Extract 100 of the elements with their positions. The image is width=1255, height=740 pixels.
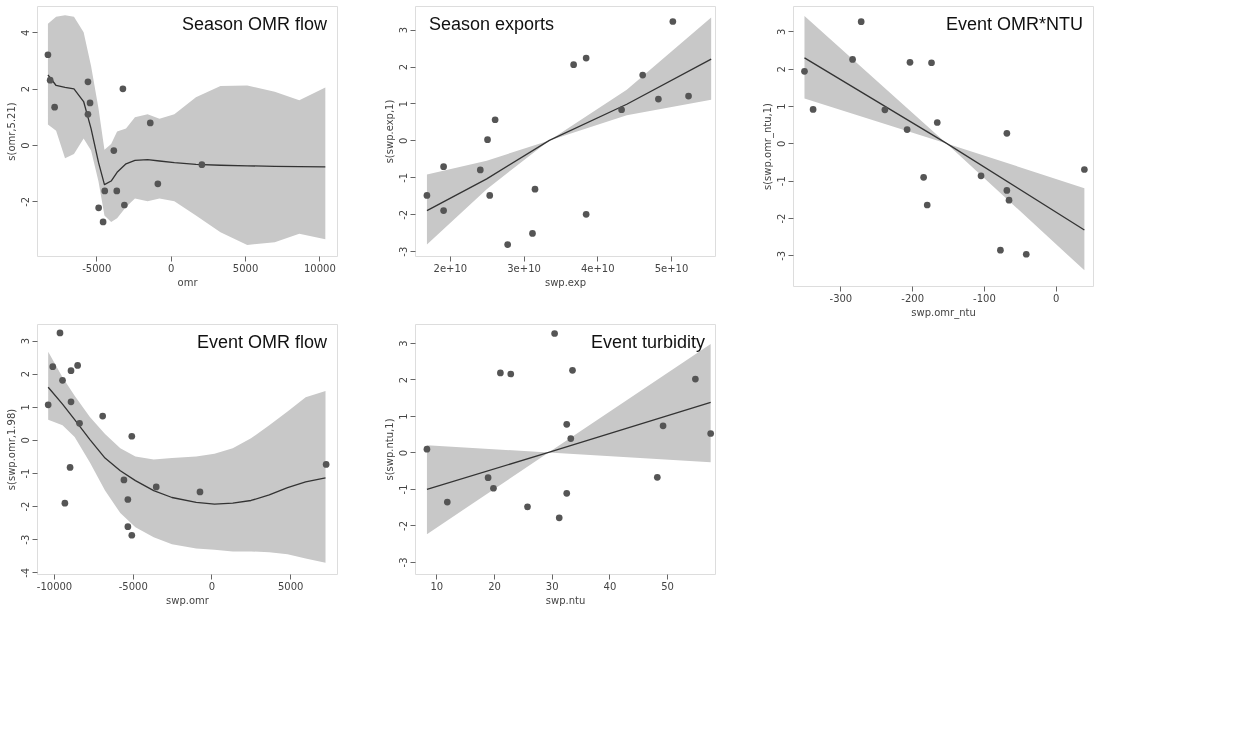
point <box>881 106 889 114</box>
point <box>809 106 817 113</box>
point <box>476 166 484 174</box>
y-tick-label: 0 <box>19 437 31 444</box>
point <box>128 432 136 440</box>
point <box>113 187 121 195</box>
x-tick-label: 2e+10 <box>433 262 468 274</box>
point <box>440 207 447 214</box>
point <box>1003 187 1011 194</box>
chart-title: Season exports <box>429 14 555 34</box>
point <box>567 435 575 442</box>
point <box>655 95 662 103</box>
y-tick-label: 0 <box>397 449 409 457</box>
point <box>84 110 92 118</box>
point <box>61 499 69 507</box>
point <box>1022 250 1030 258</box>
point <box>653 473 661 481</box>
x-axis-title: swp.omr <box>166 594 210 606</box>
chart-title: Event turbidity <box>590 332 705 352</box>
point <box>618 106 625 114</box>
y-tick-label: -2 <box>397 209 409 220</box>
x-tick-label: 5000 <box>278 580 304 592</box>
point <box>486 192 494 199</box>
y-tick-label: -1 <box>775 176 787 187</box>
point <box>551 330 558 337</box>
y-tick-label: 1 <box>775 103 787 110</box>
point <box>531 185 539 193</box>
point <box>124 523 132 530</box>
point <box>51 103 58 111</box>
x-tick-label: -100 <box>973 292 996 304</box>
chart-title: Event OMR*NTU <box>945 14 1083 34</box>
x-tick-label: -5000 <box>82 262 112 274</box>
point <box>66 464 74 471</box>
y-tick-label: -3 <box>397 246 409 257</box>
point <box>659 422 667 430</box>
x-tick-label: 0 <box>167 262 175 274</box>
x-tick-label: 10 <box>430 580 444 592</box>
point <box>196 488 204 496</box>
y-tick-label: -1 <box>19 468 31 479</box>
y-tick-label: 1 <box>397 413 409 420</box>
x-tick-label: -300 <box>829 292 853 304</box>
y-tick-label: 1 <box>397 100 409 108</box>
point <box>76 419 83 427</box>
point <box>639 71 647 79</box>
point <box>563 490 571 497</box>
point <box>99 218 107 226</box>
point <box>563 421 571 428</box>
point <box>121 201 128 209</box>
point <box>582 210 590 218</box>
point <box>322 461 330 468</box>
y-tick-label: -3 <box>397 557 409 568</box>
y-tick-label: 2 <box>19 85 31 93</box>
point <box>484 474 492 481</box>
point <box>1003 129 1011 137</box>
point <box>582 54 590 62</box>
x-tick-label: 5000 <box>232 262 259 274</box>
point <box>555 514 563 522</box>
y-axis-title: s(swp.exp,1) <box>383 99 395 164</box>
x-axis-title: omr <box>177 276 199 288</box>
point <box>524 503 531 511</box>
x-tick-label: 0 <box>208 580 216 592</box>
point <box>504 241 512 248</box>
point <box>497 369 504 377</box>
point <box>857 18 865 26</box>
point <box>977 172 985 180</box>
y-axis-title: s(swp.ntu,1) <box>383 418 395 481</box>
y-tick-label: 2 <box>397 376 409 384</box>
y-tick-label: -1 <box>397 172 409 183</box>
line-series <box>47 386 327 505</box>
point <box>928 59 935 67</box>
point <box>86 99 94 107</box>
point <box>1005 196 1013 204</box>
point <box>669 18 677 25</box>
y-tick-label: 3 <box>19 337 31 345</box>
x-tick-label: 20 <box>488 580 501 592</box>
point <box>920 174 927 181</box>
point <box>67 398 75 406</box>
point <box>707 430 715 437</box>
point <box>440 163 447 170</box>
point <box>906 59 914 66</box>
y-tick-label: 3 <box>397 26 409 34</box>
x-axis-title: swp.exp <box>544 276 587 288</box>
x-tick-label: 0 <box>1052 292 1060 304</box>
x-axis-title: swp.ntu <box>545 594 586 606</box>
y-tick-label: -4 <box>19 567 31 578</box>
point <box>997 246 1004 254</box>
y-tick-label: -3 <box>19 534 31 545</box>
point <box>154 180 162 188</box>
y-tick-label: 3 <box>397 340 409 347</box>
point <box>923 201 931 209</box>
point <box>49 363 57 371</box>
point <box>74 362 81 369</box>
point <box>99 412 107 420</box>
point <box>801 67 808 75</box>
point <box>423 445 431 453</box>
y-axis-title: s(swp.omr,1.98) <box>5 408 17 491</box>
point <box>56 329 64 337</box>
point <box>119 85 127 93</box>
point <box>152 483 160 491</box>
line-series <box>47 74 326 186</box>
